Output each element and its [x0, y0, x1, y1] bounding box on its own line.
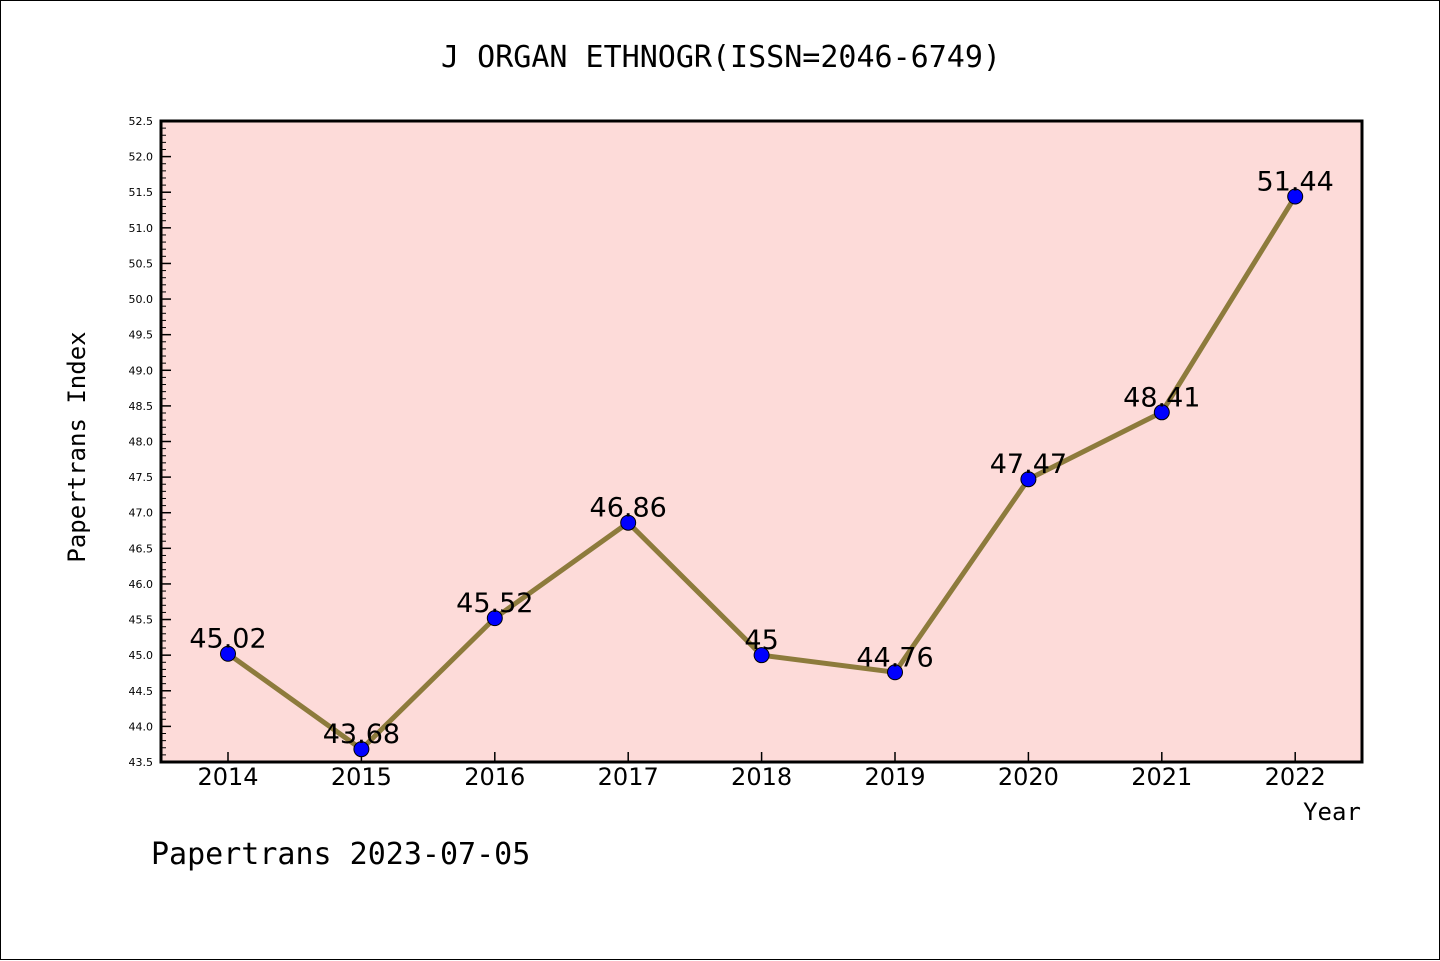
plot-border [159, 119, 1364, 764]
y-tick-label: 44.0 [129, 720, 154, 733]
y-tick-label: 50.0 [129, 293, 154, 306]
y-tick-label: 50.5 [129, 257, 154, 270]
x-tick-label: 2020 [998, 763, 1059, 791]
y-tick-label: 49.0 [129, 364, 154, 377]
y-tick-label: 52.0 [129, 151, 154, 164]
data-label: 45 [744, 625, 778, 656]
data-label: 47.47 [990, 449, 1067, 480]
x-tick-label: 2022 [1265, 763, 1326, 791]
y-tick-label: 49.5 [129, 329, 154, 342]
data-point [1153, 404, 1170, 421]
x-tick-label: 2021 [1131, 763, 1192, 791]
series-layer [220, 188, 1304, 758]
y-tick-label: 46.0 [129, 578, 154, 591]
data-point [753, 647, 770, 664]
data-point [486, 610, 503, 627]
y-tick-label: 45.5 [129, 614, 154, 627]
data-point [620, 514, 637, 531]
y-tick-label: 51.0 [129, 222, 154, 235]
plot-area [161, 121, 1362, 762]
y-tick-label: 46.5 [129, 542, 154, 555]
y-tick-label: 44.5 [129, 685, 154, 698]
data-point [1287, 188, 1304, 205]
footer-credit: Papertrans 2023-07-05 [151, 837, 530, 872]
x-tick-label: 2014 [197, 763, 258, 791]
x-tick-label: 2017 [598, 763, 659, 791]
y-tick-label: 48.5 [129, 400, 154, 413]
y-tick-label: 48.0 [129, 436, 154, 449]
y-tick-label: 43.5 [129, 756, 154, 769]
data-point [353, 741, 370, 758]
data-label: 51.44 [1257, 166, 1334, 197]
x-axis-title: Year [1303, 798, 1361, 826]
data-label: 45.52 [456, 588, 533, 619]
data-point [1020, 471, 1037, 488]
data-point [220, 645, 236, 662]
x-tick-label: 2018 [731, 763, 792, 791]
data-label: 46.86 [590, 493, 667, 524]
data-label: 45.02 [189, 624, 266, 655]
data-label: 48.41 [1123, 382, 1200, 413]
x-axis: 2014 2015 2016 2017 2018 2019 2020 2021 2022 [197, 752, 1326, 791]
y-tick-label: 52.5 [129, 115, 154, 128]
y-tick-label: 47.0 [129, 507, 154, 520]
data-point [887, 664, 903, 681]
chart-title: J ORGAN ETHNOGR(ISSN=2046-6749) [441, 40, 1001, 75]
y-tick-label: 51.5 [129, 186, 154, 199]
x-tick-label: 2016 [464, 763, 525, 791]
x-tick-label: 2019 [864, 763, 925, 791]
y-axis-title: Papertrans Index [63, 331, 91, 562]
y-tick-label: 47.5 [129, 471, 154, 484]
y-tick-label: 45.0 [129, 649, 154, 662]
data-label: 44.76 [856, 642, 933, 673]
data-labels: 45.02 43.68 45.52 46.86 45 44.76 47.47 48.41 51.… [189, 166, 1333, 750]
data-label: 43.68 [323, 719, 400, 750]
x-tick-label: 2015 [331, 763, 392, 791]
